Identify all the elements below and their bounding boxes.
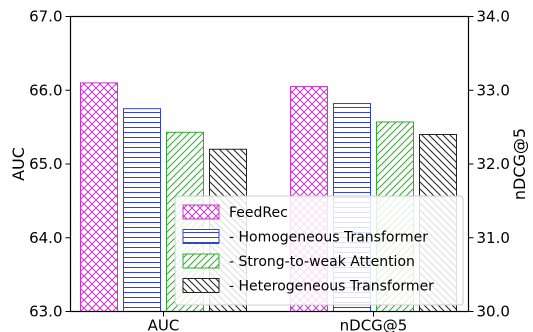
legend-swatch-backdiagonal	[182, 278, 220, 293]
left-tick-label: 67.0	[29, 8, 62, 26]
x-axis: AUC nDCG@5	[148, 311, 408, 332]
legend: FeedRec - Homogeneous Transformer - Strong…	[174, 195, 464, 306]
x-tick-label: AUC	[148, 317, 180, 332]
right-tick-label: 31.0	[477, 229, 510, 247]
x-tick-label: nDCG@5	[340, 317, 408, 332]
left-tick-label: 64.0	[29, 229, 62, 247]
bar-horizontal-auc	[123, 108, 161, 312]
right-tick-label: 30.0	[477, 303, 510, 321]
legend-label: FeedRec	[229, 205, 288, 221]
left-tick-label: 66.0	[29, 81, 62, 99]
left-tick-label: 65.0	[29, 155, 62, 173]
legend-swatch-crosshatch	[182, 204, 220, 220]
legend-label: - Homogeneous Transformer	[229, 230, 428, 246]
left-tick-label: 63.0	[29, 303, 62, 321]
right-tick-label: 32.0	[477, 155, 510, 173]
left-axis: 63.0 64.0 65.0 66.0 67.0	[29, 8, 71, 321]
bar-crosshatch-auc	[80, 82, 118, 312]
legend-swatch-diagonal	[182, 253, 220, 269]
y-axis-label: AUC	[9, 147, 28, 181]
legend-label: - Strong-to-weak Attention	[229, 254, 415, 270]
legend-swatch-horizontal	[182, 229, 220, 244]
right-axis: 30.0 31.0 32.0 33.0 34.0	[468, 8, 510, 321]
right-tick-label: 34.0	[477, 8, 510, 26]
legend-label: - Heterogeneous Transformer	[229, 279, 434, 295]
y2-axis-label: nDCG@5	[510, 128, 529, 200]
legend-box	[174, 195, 464, 306]
right-tick-label: 33.0	[477, 81, 510, 99]
